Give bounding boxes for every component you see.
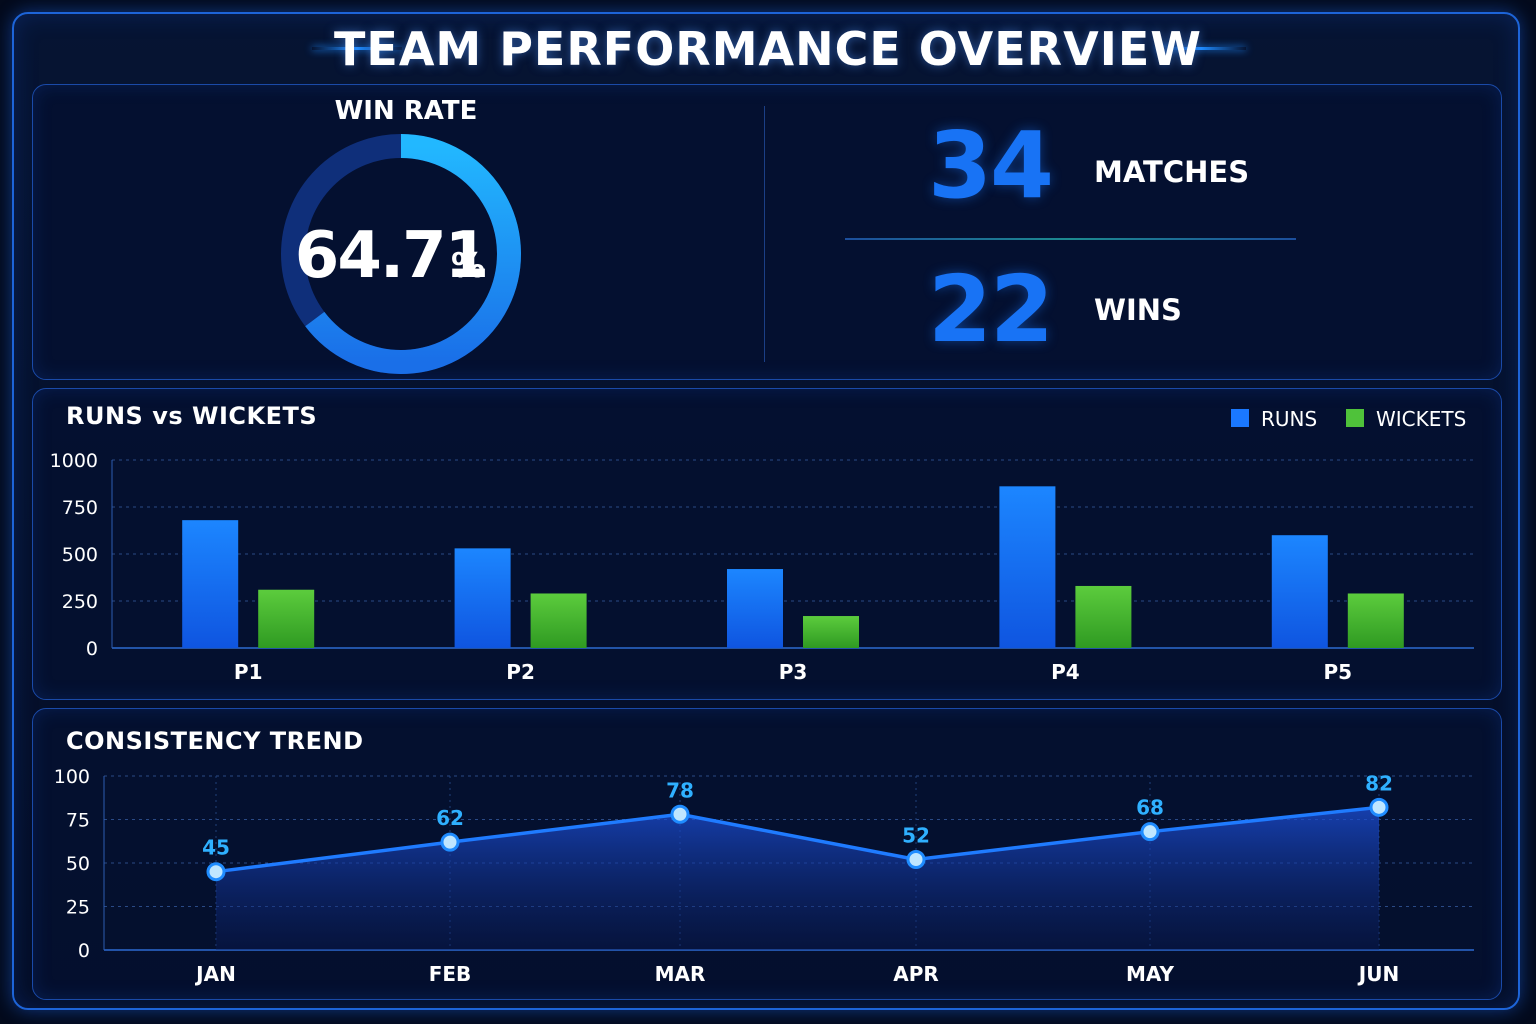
x-tick-label: P2 [506, 660, 535, 684]
bar-runs-p1 [182, 520, 239, 648]
wins-value: 22 [928, 256, 1054, 363]
consistency-trend-chart: 0 25 50 75 100 45 JAN 62 FEB 78 MAR 52 APR 68 MAY 82 JUN [54, 766, 1474, 986]
win-rate-unit: % [451, 246, 485, 286]
trend-point-apr [906, 850, 926, 870]
runs-wickets-chart: 0 250 500 750 1000 P1 P2 P3 P4 P5 RUNS WICKETS [50, 407, 1474, 684]
legend-swatch-wickets [1346, 409, 1364, 427]
summary-panel [32, 84, 1502, 380]
x-tick-label: P3 [779, 660, 808, 684]
trend-point-jan [206, 862, 226, 882]
y-tick-label: 0 [78, 940, 90, 962]
summary-divider-horizontal [845, 238, 1296, 240]
x-tick-label: APR [893, 962, 939, 986]
bar-chart-title: RUNS vs WICKETS [66, 402, 318, 430]
bar-runs-p3 [727, 569, 783, 648]
legend-label-wickets: WICKETS [1376, 407, 1466, 431]
bar-wickets-p1 [258, 589, 315, 648]
matches-label: MATCHES [1094, 155, 1250, 189]
y-tick-label: 250 [62, 591, 98, 613]
title-accent-left [312, 47, 402, 50]
bar-wickets-p2 [530, 593, 587, 648]
x-tick-label: JUN [1357, 962, 1399, 986]
legend-swatch-runs [1231, 409, 1249, 427]
trend-point-label: 45 [202, 836, 230, 860]
x-tick-label: P1 [234, 660, 263, 684]
trend-point-may [1140, 822, 1160, 842]
x-tick-label: MAR [655, 962, 706, 986]
page-title: TEAM PERFORMANCE OVERVIEW [334, 22, 1202, 76]
y-tick-label: 0 [86, 638, 98, 660]
trend-point-mar [670, 804, 690, 824]
trend-line [215, 805, 1380, 874]
matches-value: 34 [928, 112, 1054, 219]
win-rate-value: 64.71 [295, 219, 487, 293]
trend-area [216, 807, 1379, 950]
y-tick-label: 100 [54, 766, 90, 788]
x-tick-label: P4 [1051, 660, 1080, 684]
y-tick-label: 25 [66, 897, 90, 919]
x-tick-label: MAY [1126, 962, 1174, 986]
trend-point-label: 68 [1136, 796, 1164, 820]
x-tick-label: FEB [429, 962, 472, 986]
bar-wickets-p5 [1347, 593, 1404, 648]
y-tick-label: 1000 [50, 450, 98, 472]
line-chart-title: CONSISTENCY TREND [66, 727, 364, 755]
x-tick-label: JAN [194, 962, 236, 986]
title-accent-right [1156, 47, 1246, 50]
y-tick-label: 750 [62, 497, 98, 519]
bar-wickets-p3 [803, 616, 859, 648]
trend-point-label: 82 [1365, 771, 1393, 795]
trend-point-label: 52 [902, 824, 930, 848]
win-rate-label: WIN RATE [334, 96, 478, 126]
legend-label-runs: RUNS [1261, 407, 1317, 431]
trend-point-label: 62 [436, 806, 464, 830]
y-tick-label: 500 [62, 544, 98, 566]
x-tick-label: P5 [1324, 660, 1353, 684]
wins-label: WINS [1094, 293, 1182, 327]
win-rate-gauge: 64.71 % [281, 134, 521, 374]
gauge-fill [305, 134, 521, 374]
summary-divider-vertical [764, 106, 765, 362]
bar-wickets-p4 [1075, 585, 1132, 648]
trend-point-feb [440, 832, 460, 852]
y-tick-label: 75 [66, 810, 90, 832]
bar-runs-p5 [1271, 535, 1328, 648]
y-tick-label: 50 [66, 853, 90, 875]
trend-point-label: 78 [666, 778, 694, 802]
trend-point-jun [1369, 797, 1389, 817]
bar-runs-p4 [999, 486, 1056, 648]
bar-runs-p2 [454, 548, 511, 648]
